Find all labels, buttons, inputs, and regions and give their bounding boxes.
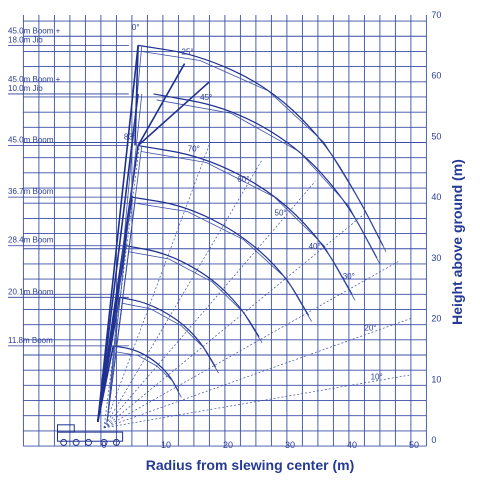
- boom-config-label: 20.1m Boom: [8, 287, 54, 296]
- boom-angle-label: 20°: [364, 324, 376, 333]
- x-tick-label: 30: [285, 440, 295, 450]
- x-tick-label: 0: [101, 440, 106, 450]
- crane-carrier-icon: [57, 424, 124, 446]
- y-tick-label: 20: [431, 314, 441, 324]
- range-curve: [119, 296, 217, 368]
- boom-config-label: 45.0m Boom +: [8, 75, 61, 84]
- range-curve-offset: [134, 202, 312, 322]
- boom-angle-line: [103, 260, 400, 429]
- x-tick-label: 40: [347, 440, 357, 450]
- working-range-curves: [113, 44, 387, 398]
- jib-0-degree: [134, 45, 139, 146]
- boom-chord: [106, 93, 143, 422]
- boom-angle-label: 40°: [309, 242, 321, 251]
- boom-angle-label: 50°: [275, 208, 287, 217]
- boom-angle-label: 83°: [124, 132, 136, 141]
- carrier-wheel: [72, 438, 80, 446]
- range-curve: [138, 44, 384, 247]
- boom-config-label: 11.8m Boom: [8, 336, 53, 345]
- y-tick-label: 60: [431, 71, 441, 81]
- boom-angle-line: [103, 317, 413, 429]
- boom-chord: [106, 145, 143, 422]
- boom-section: [97, 93, 139, 422]
- range-curve-offset: [156, 99, 381, 265]
- jib-angle-label: 45°: [200, 93, 212, 102]
- y-tick-label: 0: [431, 435, 436, 445]
- jib-25-degree: [137, 63, 186, 146]
- carrier-wheel: [60, 438, 68, 446]
- boom-config-label: 45.0m Boom +: [8, 26, 61, 35]
- boom-angle-label: 70°: [188, 145, 200, 154]
- y-tick-label: 70: [431, 10, 441, 20]
- boom-config-label: 28.4m Boom: [8, 236, 54, 245]
- boom-angle-lines: [103, 142, 413, 429]
- x-tick-label: 50: [409, 440, 419, 450]
- range-curve: [131, 196, 310, 316]
- boom-angle-label: 60°: [237, 175, 249, 184]
- jib-angle-label: 25°: [182, 47, 194, 56]
- boom-section: [97, 45, 139, 422]
- range-curve-offset: [128, 251, 263, 343]
- range-curve: [138, 144, 353, 295]
- y-tick-label: 10: [431, 374, 441, 384]
- boom-angle-label: 30°: [343, 272, 355, 281]
- x-axis-title: Radius from slewing center (m): [146, 457, 354, 473]
- carrier-cab: [57, 424, 75, 433]
- boom-angle-line: [103, 142, 211, 428]
- boom-angle-line: [103, 212, 366, 429]
- boom-angle-line: [103, 374, 410, 429]
- range-curve-offset: [122, 302, 219, 374]
- y-tick-label: 30: [431, 253, 441, 263]
- angle-labels: 83° 70° 60° 50° 40° 30° 20° 10° 0° 25° 45°: [124, 23, 383, 381]
- boom-drawings: [97, 45, 210, 422]
- range-curve-offset: [141, 151, 356, 301]
- boom-config-label: 45.0m Boom: [8, 136, 54, 145]
- boom-config-label: 36.7m Boom: [8, 187, 54, 196]
- carrier-body: [57, 431, 124, 442]
- range-curve-offset: [141, 50, 387, 252]
- boom-angle-line: [103, 144, 140, 428]
- range-curve-offset: [116, 351, 182, 398]
- y-tick-label: 40: [431, 192, 441, 202]
- configuration-labels: 11.8m Boom 20.1m Boom 28.4m Boom 36.7m Boom…: [8, 26, 129, 347]
- boom-config-label: 18.0m Jib: [8, 35, 43, 44]
- carrier-wheel: [100, 438, 108, 446]
- boom-angle-label: 10°: [371, 372, 383, 381]
- x-tick-label: 10: [161, 440, 171, 450]
- y-axis-title: Height above ground (m): [449, 159, 465, 325]
- carrier-wheel: [112, 438, 120, 446]
- y-tick-label: 50: [431, 131, 441, 141]
- tick-labels: 0 10 20 30 40 50 0 10 20 30 40 50 60 70: [101, 10, 441, 450]
- carrier-wheel: [85, 438, 92, 446]
- boom-config-label: 10.0m Jib: [8, 84, 43, 93]
- range-curve: [125, 245, 260, 338]
- jib-angle-label: 0°: [132, 23, 140, 32]
- grid: [22, 15, 427, 447]
- jib-45-degree: [137, 81, 210, 147]
- x-tick-label: 20: [223, 440, 233, 450]
